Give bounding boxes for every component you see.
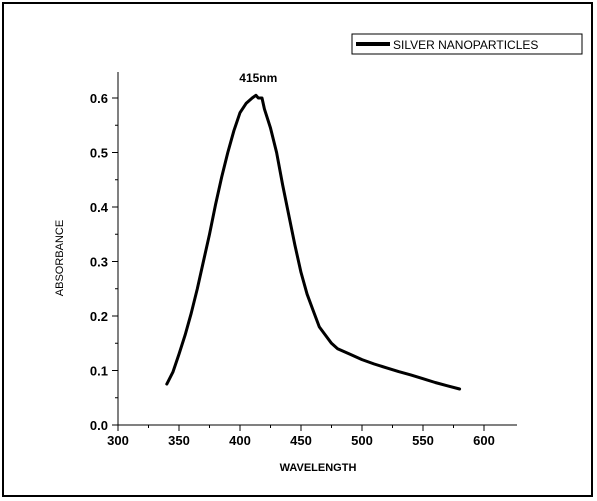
series-layer [165, 93, 462, 391]
x-tick-label: 300 [107, 433, 129, 448]
x-tick-label: 450 [290, 433, 312, 448]
y-tick-label: 0.3 [90, 255, 108, 270]
y-tick-label: 0.0 [90, 418, 108, 433]
peak-annotation: 415nm [239, 71, 277, 85]
x-tick-label: 600 [473, 433, 495, 448]
chart-axes: 300 350 400 450 500 550 600 0.0 0.1 0.2 0.3 0.4 0.5 0… [90, 72, 517, 448]
chart-frame [2, 2, 593, 497]
x-tick-label: 550 [412, 433, 434, 448]
y-axis-title: ABSORBANCE [54, 220, 66, 296]
legend-box [351, 33, 583, 55]
y-tick-label: 0.5 [90, 146, 108, 161]
x-tick-label: 500 [351, 433, 373, 448]
legend-label: SILVER NANOPARTICLES [393, 38, 538, 52]
y-tick-label: 0.1 [90, 364, 108, 379]
x-tick-label: 350 [168, 433, 190, 448]
y-tick-label: 0.4 [90, 200, 109, 215]
x-tick-label: 400 [229, 433, 251, 448]
y-tick-label: 0.2 [90, 309, 108, 324]
legend: SILVER NANOPARTICLES [351, 33, 583, 55]
y-tick-label: 0.6 [90, 91, 108, 106]
series-line [165, 93, 462, 391]
x-axis-title: WAVELENGTH [280, 462, 357, 474]
